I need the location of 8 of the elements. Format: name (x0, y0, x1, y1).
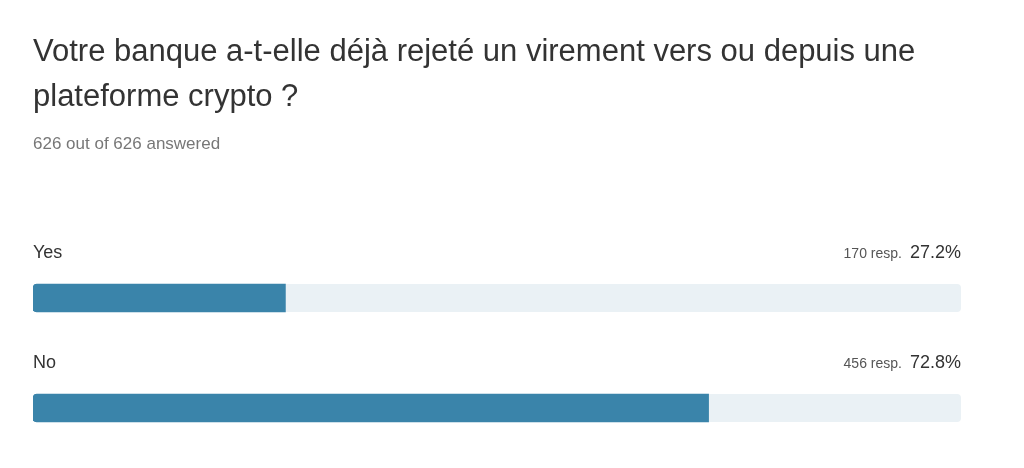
data-label: 72.8% (909, 351, 961, 372)
annotation: 170 resp. (843, 244, 902, 261)
data-label: 27.2% (909, 241, 961, 262)
y-tick-label: Yes (33, 241, 63, 262)
y-tick-label: No (33, 351, 57, 372)
chart-title: Votre banque a-t-elle déjà rejeté un virement vers ou depuis une plateforme crypto ? (33, 32, 917, 115)
annotation: 456 resp. (843, 354, 902, 371)
chart-subtitle: 626 out of 626 answered (33, 134, 221, 154)
